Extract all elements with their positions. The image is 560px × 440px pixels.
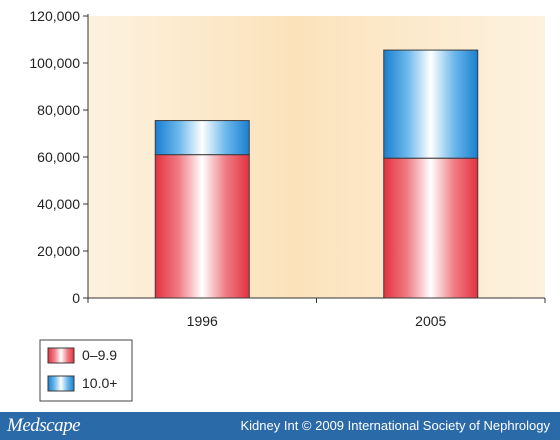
legend: 0–9.9 10.0+ <box>39 339 133 402</box>
stacked-bar-chart: 020,00040,00060,00080,000100,000120,000 … <box>29 8 546 402</box>
legend-swatch <box>47 375 75 392</box>
footer-credit: Kidney Int © 2009 International Society … <box>240 418 551 433</box>
legend-label: 10.0+ <box>82 375 117 391</box>
y-tick-label: 0 <box>72 290 80 306</box>
y-axis: 0 20,000 40,000 60,000 80,000 100,000 120,000 <box>29 8 89 306</box>
y-tick-label: 120,000 <box>29 8 80 24</box>
legend-label: 0–9.9 <box>82 347 117 363</box>
x-tick-label: 1996 <box>187 313 218 329</box>
bar-segment <box>154 154 250 299</box>
bar-segment <box>383 49 479 159</box>
legend-swatch <box>47 347 75 364</box>
y-tick-label: 40,000 <box>37 196 80 212</box>
bar-segment <box>154 120 250 156</box>
bar-segment <box>383 157 479 299</box>
x-axis: 1996 2005 <box>87 297 546 329</box>
medscape-logo: Medscape <box>7 415 81 436</box>
y-tick-label: 60,000 <box>37 149 80 165</box>
y-tick-label: 80,000 <box>37 102 80 118</box>
y-tick-label: 100,000 <box>29 55 80 71</box>
y-tick-label: 20,000 <box>37 243 80 259</box>
bars <box>154 49 479 299</box>
footer-bar: Medscape Kidney Int © 2009 International… <box>0 412 560 440</box>
x-tick-label: 2005 <box>415 313 446 329</box>
